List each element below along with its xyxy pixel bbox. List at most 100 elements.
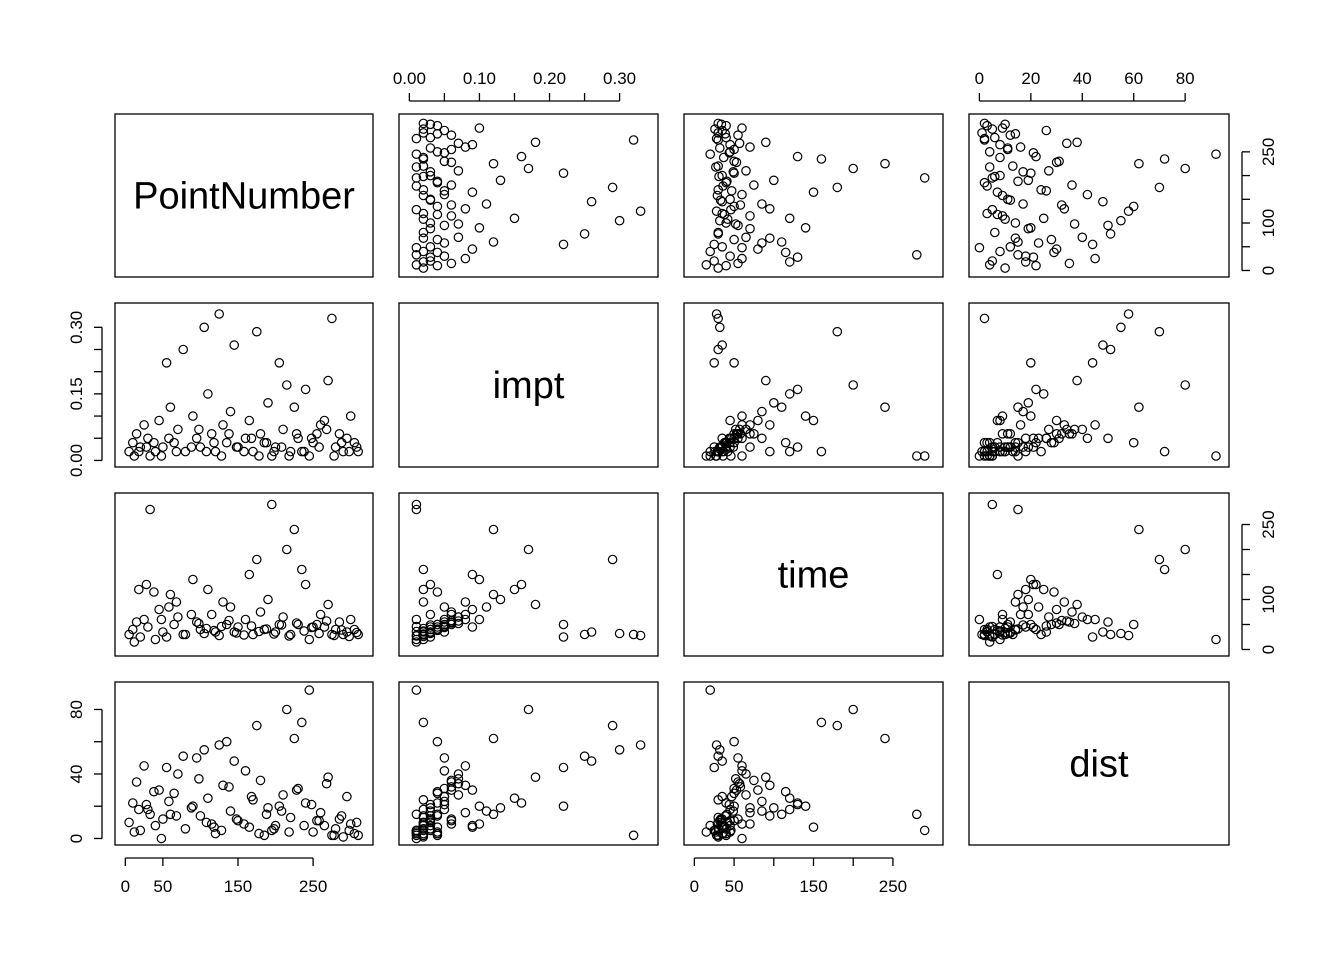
point-0-1-55 [488, 158, 499, 169]
point-0-3-27 [979, 177, 990, 188]
point-1-2-46 [709, 357, 719, 368]
point-2-0-63 [149, 587, 159, 597]
point-0-1-14 [439, 220, 450, 231]
point-3-0-54 [281, 704, 292, 715]
point-0-1-88 [418, 124, 429, 134]
point-0-1-68 [453, 219, 464, 229]
point-3-0-21 [225, 806, 236, 816]
point-0-3-42 [982, 120, 992, 131]
panel-frame-0-3 [968, 113, 1230, 278]
point-0-2-13 [800, 223, 811, 233]
point-1-3-60 [979, 313, 990, 324]
point-0-3-15 [1010, 218, 1021, 228]
point-2-3-40 [1041, 627, 1052, 637]
point-0-1-29 [425, 170, 436, 181]
point-0-1-73 [425, 195, 436, 205]
point-1-0-82 [299, 446, 309, 457]
point-3-1-53 [558, 801, 569, 811]
point-0-2-74 [712, 190, 723, 201]
right-tick-label-PointNumber-2: 100 [1259, 209, 1278, 237]
point-3-0-41 [345, 819, 356, 829]
point-1-0-28 [263, 397, 273, 408]
point-2-1-83 [439, 622, 450, 633]
point-0-3-14 [1103, 220, 1113, 231]
point-2-1-51 [607, 554, 618, 565]
point-2-0-49 [214, 630, 224, 641]
point-3-0-34 [308, 827, 318, 837]
point-3-1-85 [453, 778, 464, 789]
point-0-3-63 [1049, 247, 1059, 258]
point-0-3-57 [1211, 149, 1221, 159]
point-1-3-38 [1005, 428, 1016, 439]
panel-frame-2-3 [968, 492, 1230, 657]
point-2-3-33 [1031, 579, 1041, 590]
point-3-2-17 [745, 819, 755, 829]
point-1-0-2 [131, 428, 142, 439]
point-0-3-48 [1116, 215, 1126, 226]
point-3-1-65 [439, 796, 450, 807]
point-0-3-17 [997, 211, 1008, 221]
point-3-0-46 [161, 762, 172, 773]
point-0-3-10 [1046, 234, 1057, 245]
point-0-1-71 [411, 204, 422, 215]
point-0-3-40 [1041, 125, 1052, 136]
top-tick-label-dist-2: 40 [1073, 69, 1092, 88]
point-1-2-63 [780, 437, 791, 448]
left-tick-label-impt-6: 0.30 [67, 311, 86, 344]
point-2-3-50 [1098, 627, 1108, 637]
point-2-0-41 [345, 614, 356, 625]
point-1-3-64 [974, 451, 985, 461]
panel-frame-0-1 [398, 113, 659, 278]
point-3-0-51 [251, 720, 262, 731]
point-0-3-86 [979, 133, 990, 144]
point-0-1-33 [516, 151, 527, 162]
point-1-3-11 [1077, 424, 1088, 435]
point-2-1-46 [558, 632, 569, 642]
point-3-0-89 [351, 817, 362, 828]
point-2-0-45 [145, 504, 155, 515]
point-0-2-73 [715, 195, 726, 205]
point-3-1-56 [418, 717, 429, 728]
point-1-3-28 [1023, 397, 1034, 408]
point-0-1-49 [635, 206, 646, 216]
point-0-3-73 [1005, 195, 1016, 205]
point-1-0-50 [229, 340, 239, 350]
point-0-3-16 [1038, 213, 1049, 224]
point-1-0-80 [284, 451, 294, 461]
point-0-3-69 [1000, 214, 1010, 224]
point-2-1-56 [418, 564, 429, 575]
point-3-2-89 [716, 817, 727, 828]
point-1-2-61 [784, 446, 795, 457]
point-1-3-35 [1015, 420, 1026, 430]
point-2-3-62 [1028, 579, 1039, 590]
point-0-2-64 [737, 242, 747, 253]
point-1-3-14 [1103, 433, 1113, 444]
point-3-2-52 [919, 825, 930, 836]
point-3-1-57 [411, 685, 422, 695]
point-0-3-23 [1082, 189, 1093, 200]
point-3-1-23 [439, 765, 450, 776]
point-0-3-38 [1005, 130, 1016, 140]
point-3-2-55 [880, 733, 890, 744]
point-3-0-88 [344, 825, 354, 836]
point-1-0-37 [330, 442, 341, 452]
point-1-2-24 [808, 415, 819, 426]
point-3-0-5 [143, 804, 153, 815]
point-3-0-85 [321, 778, 332, 789]
point-3-2-49 [711, 740, 722, 750]
point-3-0-32 [293, 783, 303, 794]
top-tick-label-impt-4: 0.20 [533, 69, 566, 88]
point-0-3-2 [1064, 258, 1075, 269]
panel-frame-0-0 [114, 113, 374, 278]
point-1-0-30 [278, 424, 288, 435]
point-3-2-67 [745, 802, 755, 813]
point-0-2-36 [760, 137, 771, 148]
point-1-3-87 [1010, 437, 1021, 448]
point-2-0-47 [178, 629, 188, 640]
point-1-0-48 [199, 322, 209, 333]
point-3-2-83 [724, 799, 735, 810]
point-0-1-11 [453, 232, 464, 243]
point-3-0-71 [216, 825, 227, 836]
top-tick-label-impt-6: 0.30 [603, 69, 636, 88]
point-2-3-35 [1015, 609, 1026, 620]
